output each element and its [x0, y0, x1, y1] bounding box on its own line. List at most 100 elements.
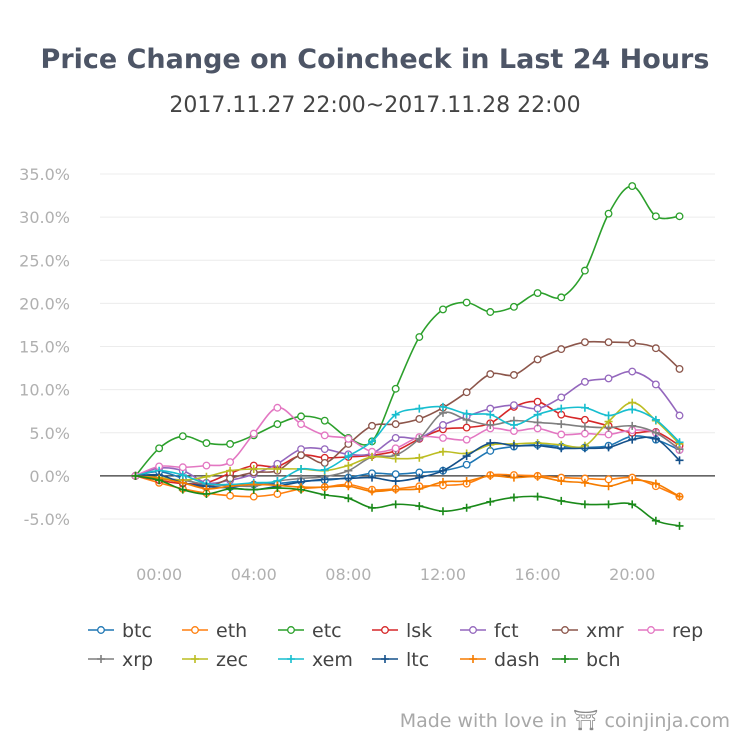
legend-marker — [191, 626, 199, 634]
data-point-etc — [509, 302, 518, 311]
data-point-bch — [675, 521, 684, 530]
data-point-rep — [202, 461, 211, 470]
data-point-xmr — [415, 415, 424, 423]
x-tick-label: 08:00 — [325, 565, 371, 584]
legend-label: fct — [494, 620, 519, 642]
data-point-rep — [557, 430, 566, 439]
data-point-bch — [651, 516, 660, 525]
y-tick-label: 5.0% — [29, 424, 70, 443]
data-point-ltc — [628, 435, 637, 444]
data-point-etc — [486, 308, 495, 316]
y-tick-label: 20.0% — [19, 294, 70, 313]
legend-label: bch — [586, 649, 621, 671]
series-bch — [131, 471, 684, 530]
legend-item-ltc[interactable]: ltc — [372, 649, 429, 671]
series-ltc — [131, 434, 684, 494]
data-point-xrp — [557, 420, 566, 429]
data-point-xmr — [320, 458, 329, 467]
data-point-fct — [604, 374, 613, 383]
data-point-etc — [651, 212, 660, 221]
data-point-ltc — [557, 444, 566, 453]
data-point-bch — [297, 485, 306, 494]
series-rep — [131, 403, 684, 480]
y-axis: -5.0% 0.0% 5.0% 10.0% 15.0% 20.0% 25.0% 30.0% 35… — [19, 165, 70, 529]
data-point-xrp — [533, 418, 542, 427]
data-point-rep — [249, 429, 258, 438]
legend-item-xem[interactable]: xem — [278, 649, 353, 671]
data-point-etc — [178, 432, 187, 441]
data-point-etc — [439, 305, 447, 314]
data-point-bch — [368, 503, 377, 512]
data-point-lsk — [580, 415, 589, 424]
legend-item-etc[interactable]: etc — [278, 620, 342, 642]
data-point-zec — [368, 452, 377, 461]
legend-item-xmr[interactable]: xmr — [552, 620, 624, 642]
legend-label: dash — [494, 649, 540, 671]
data-point-dash — [580, 478, 589, 487]
footer[interactable]: Made with love in ⛩ coinjinja.com — [400, 708, 730, 732]
data-point-etc — [462, 298, 471, 307]
data-point-ltc — [509, 441, 518, 450]
legend-item-dash[interactable]: dash — [460, 649, 540, 671]
legend-label: btc — [122, 620, 152, 642]
data-point-etc — [580, 266, 589, 275]
data-point-dash — [557, 477, 566, 486]
y-tick-label: 0.0% — [29, 467, 70, 486]
legend-item-rep[interactable]: rep — [638, 620, 703, 642]
legend[interactable]: btc eth etc lsk fct xmr rep xrp zec xem ltc dash bch — [88, 620, 703, 671]
data-point-dash — [344, 482, 353, 491]
data-point-bch — [131, 471, 140, 480]
series-zec — [131, 398, 684, 485]
data-point-xmr — [533, 355, 542, 364]
data-point-xem — [438, 402, 447, 411]
legend-marker — [191, 655, 199, 663]
data-point-dash — [178, 478, 187, 487]
data-point-dash — [604, 482, 613, 491]
data-point-ltc — [344, 474, 353, 483]
data-point-bch — [344, 494, 353, 503]
torii-icon: ⛩ — [573, 708, 599, 732]
data-point-xmr — [297, 451, 306, 460]
footer-brand[interactable]: coinjinja.com — [604, 710, 730, 732]
legend-marker — [469, 655, 477, 663]
data-point-rep — [391, 444, 400, 453]
data-point-etc — [675, 212, 684, 221]
data-point-xem — [391, 410, 400, 419]
data-point-fct — [391, 433, 400, 442]
legend-item-bch[interactable]: bch — [552, 649, 621, 671]
legend-item-zec[interactable]: zec — [182, 649, 248, 671]
data-point-bch — [462, 503, 471, 512]
data-point-ltc — [580, 444, 589, 453]
data-point-fct — [557, 393, 566, 402]
data-point-ltc — [391, 477, 400, 486]
legend-marker — [561, 626, 569, 634]
data-point-xem — [462, 409, 471, 418]
data-point-rep — [178, 463, 187, 472]
data-point-eth — [604, 475, 613, 484]
legend-label: ltc — [406, 649, 429, 671]
legend-item-xrp[interactable]: xrp — [88, 649, 153, 671]
data-point-rep — [439, 433, 447, 442]
legend-item-btc[interactable]: btc — [88, 620, 152, 642]
data-point-bch — [202, 489, 211, 498]
data-point-etc — [320, 416, 329, 425]
data-point-rep — [297, 420, 306, 429]
data-point-rep — [580, 429, 589, 438]
legend-marker — [287, 626, 295, 634]
data-point-xem — [651, 415, 660, 424]
legend-item-fct[interactable]: fct — [460, 620, 519, 642]
data-point-btc — [391, 470, 400, 479]
data-point-rep — [226, 458, 235, 467]
data-point-zec — [344, 461, 353, 470]
data-point-xem — [580, 403, 589, 412]
legend-item-eth[interactable]: eth — [182, 620, 247, 642]
chart-title: Price Change on Coincheck in Last 24 Hou… — [40, 44, 710, 75]
legend-label: xem — [312, 649, 353, 671]
legend-item-lsk[interactable]: lsk — [372, 620, 432, 642]
data-point-xem — [533, 410, 542, 419]
y-tick-label: 35.0% — [19, 165, 70, 184]
data-point-xmr — [628, 339, 637, 347]
data-point-bch — [604, 500, 613, 509]
data-point-bch — [320, 490, 329, 499]
